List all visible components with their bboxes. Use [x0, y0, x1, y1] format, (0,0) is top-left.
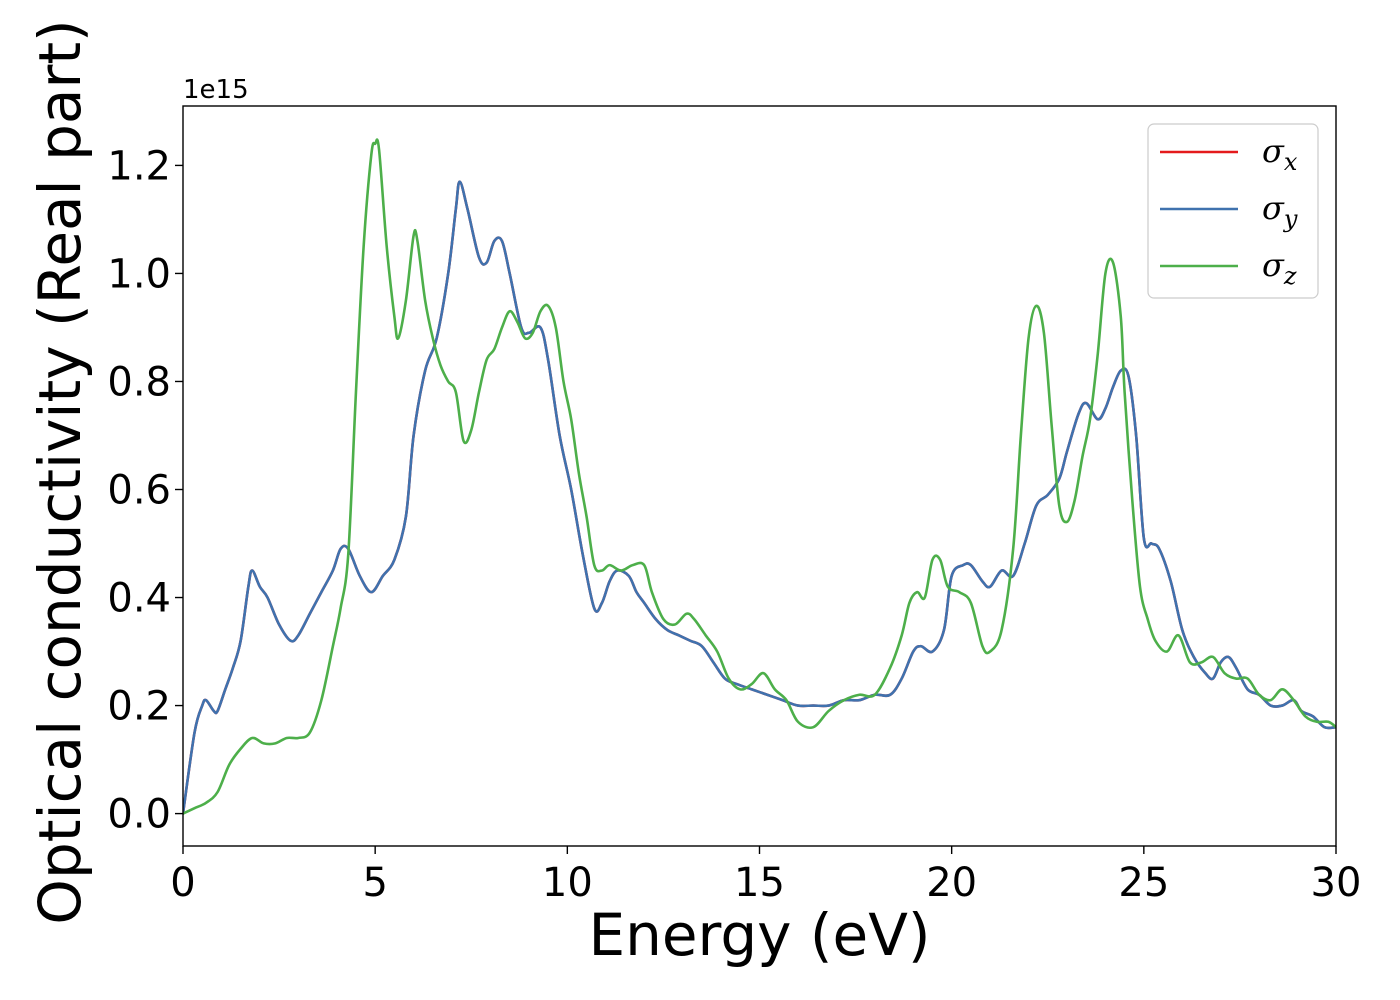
legend-label-x: σx	[1262, 132, 1298, 176]
x-axis-title: Energy (eV)	[588, 901, 930, 969]
legend-label-y: σy	[1262, 189, 1298, 233]
x-tick-label: 20	[926, 860, 977, 906]
y-axis-offset-label: 1e15	[183, 75, 249, 105]
series-line-z	[183, 138, 1336, 815]
series-line-y	[183, 180, 1336, 815]
x-tick-label: 5	[362, 860, 387, 906]
legend-box	[1147, 123, 1319, 299]
y-tick-label: 0.4	[107, 576, 171, 622]
x-tick-label: 25	[1118, 860, 1169, 906]
x-tick-label: 15	[734, 860, 785, 906]
y-axis-ticks: 0.0 0.2 0.4 0.6 0.8 1.0 1.2	[107, 143, 183, 838]
x-tick-label: 10	[542, 860, 593, 906]
x-axis-ticks: 0 5 10 15 20 25 30	[170, 846, 1361, 906]
y-tick-label: 0.6	[107, 468, 171, 514]
y-axis-title: Optical conductivity (Real part)	[26, 19, 94, 924]
legend: σx σy σz	[1147, 123, 1319, 299]
y-tick-label: 0.0	[107, 792, 171, 838]
y-tick-label: 0.2	[107, 684, 171, 730]
x-tick-label: 30	[1311, 860, 1362, 906]
legend-label-z: σz	[1262, 246, 1297, 290]
x-tick-label: 0	[170, 860, 195, 906]
y-tick-label: 1.0	[107, 251, 171, 297]
series-layer	[183, 138, 1336, 815]
y-tick-label: 0.8	[107, 359, 171, 405]
y-tick-label: 1.2	[107, 143, 171, 189]
